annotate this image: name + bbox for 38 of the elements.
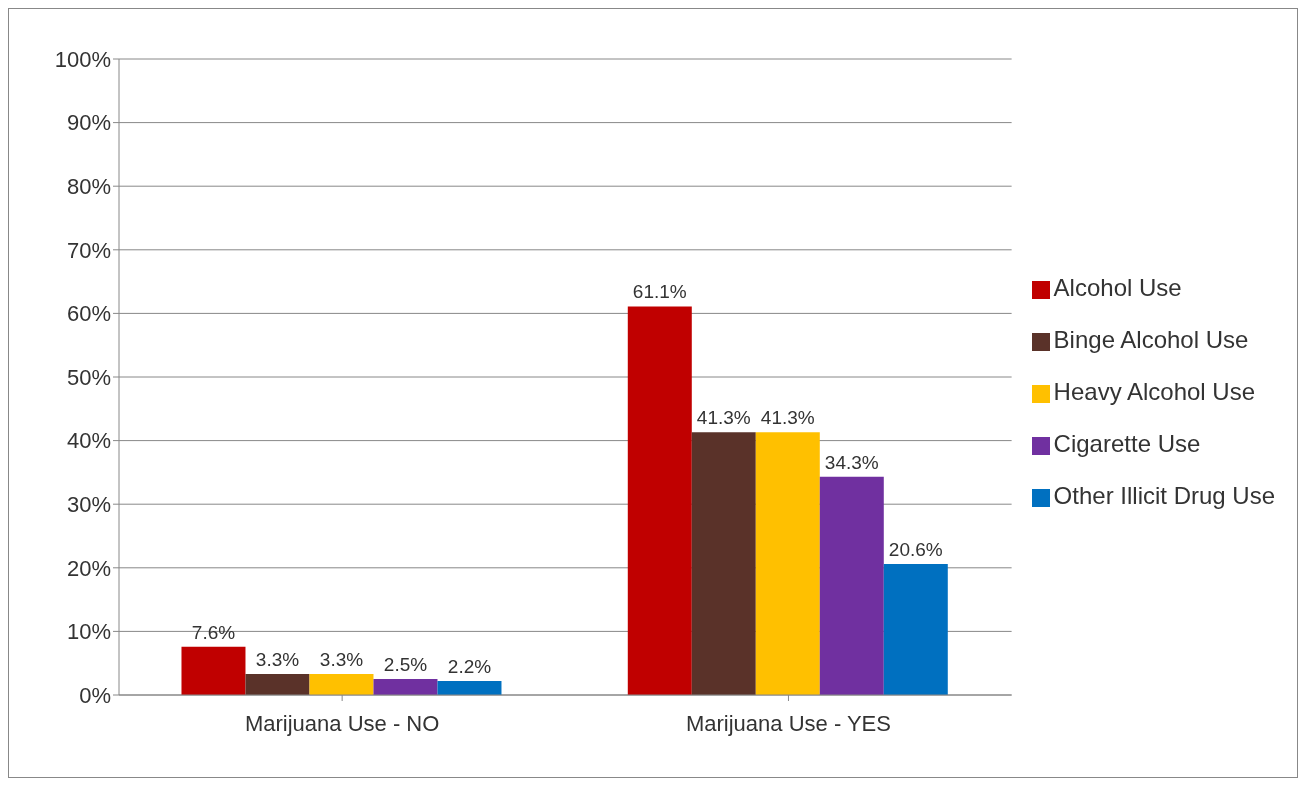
bar bbox=[627, 306, 692, 695]
y-tick-label: 0% bbox=[79, 682, 111, 708]
x-tick-label: Marijuana Use - NO bbox=[244, 710, 440, 736]
data-label: 3.3% bbox=[255, 649, 300, 671]
y-tick-label: 30% bbox=[66, 492, 111, 518]
data-label: 34.3% bbox=[824, 451, 879, 473]
y-tick-label: 70% bbox=[66, 237, 111, 263]
data-label: 61.1% bbox=[632, 281, 687, 303]
y-tick-label: 50% bbox=[66, 364, 111, 390]
bar bbox=[181, 646, 246, 695]
legend-label: Heavy Alcohol Use bbox=[1053, 378, 1256, 405]
y-tick-label: 80% bbox=[66, 174, 111, 200]
data-label: 7.6% bbox=[191, 621, 236, 643]
y-tick-label: 10% bbox=[66, 619, 111, 645]
bar bbox=[691, 432, 756, 695]
legend-label: Binge Alcohol Use bbox=[1053, 326, 1249, 353]
x-tick-label: Marijuana Use - YES bbox=[685, 710, 891, 736]
legend-label: Other Illicit Drug Use bbox=[1053, 482, 1275, 509]
bar bbox=[819, 476, 884, 695]
y-tick-label: 90% bbox=[66, 110, 111, 136]
data-label: 2.2% bbox=[447, 656, 492, 678]
data-label: 2.5% bbox=[383, 654, 428, 676]
data-label: 41.3% bbox=[760, 407, 815, 429]
bar bbox=[755, 432, 820, 695]
bar bbox=[245, 674, 310, 695]
y-tick-label: 60% bbox=[66, 301, 111, 327]
y-tick-label: 40% bbox=[66, 428, 111, 454]
bar bbox=[373, 679, 438, 695]
bar bbox=[883, 563, 948, 695]
bar bbox=[309, 674, 374, 695]
y-tick-label: 100% bbox=[54, 46, 111, 72]
legend-label: Alcohol Use bbox=[1053, 274, 1182, 301]
data-label: 41.3% bbox=[696, 407, 751, 429]
bar bbox=[437, 681, 502, 695]
data-label: 20.6% bbox=[888, 538, 943, 560]
data-label: 3.3% bbox=[319, 649, 364, 671]
y-tick-label: 20% bbox=[66, 555, 111, 581]
legend-label: Cigarette Use bbox=[1053, 430, 1201, 457]
